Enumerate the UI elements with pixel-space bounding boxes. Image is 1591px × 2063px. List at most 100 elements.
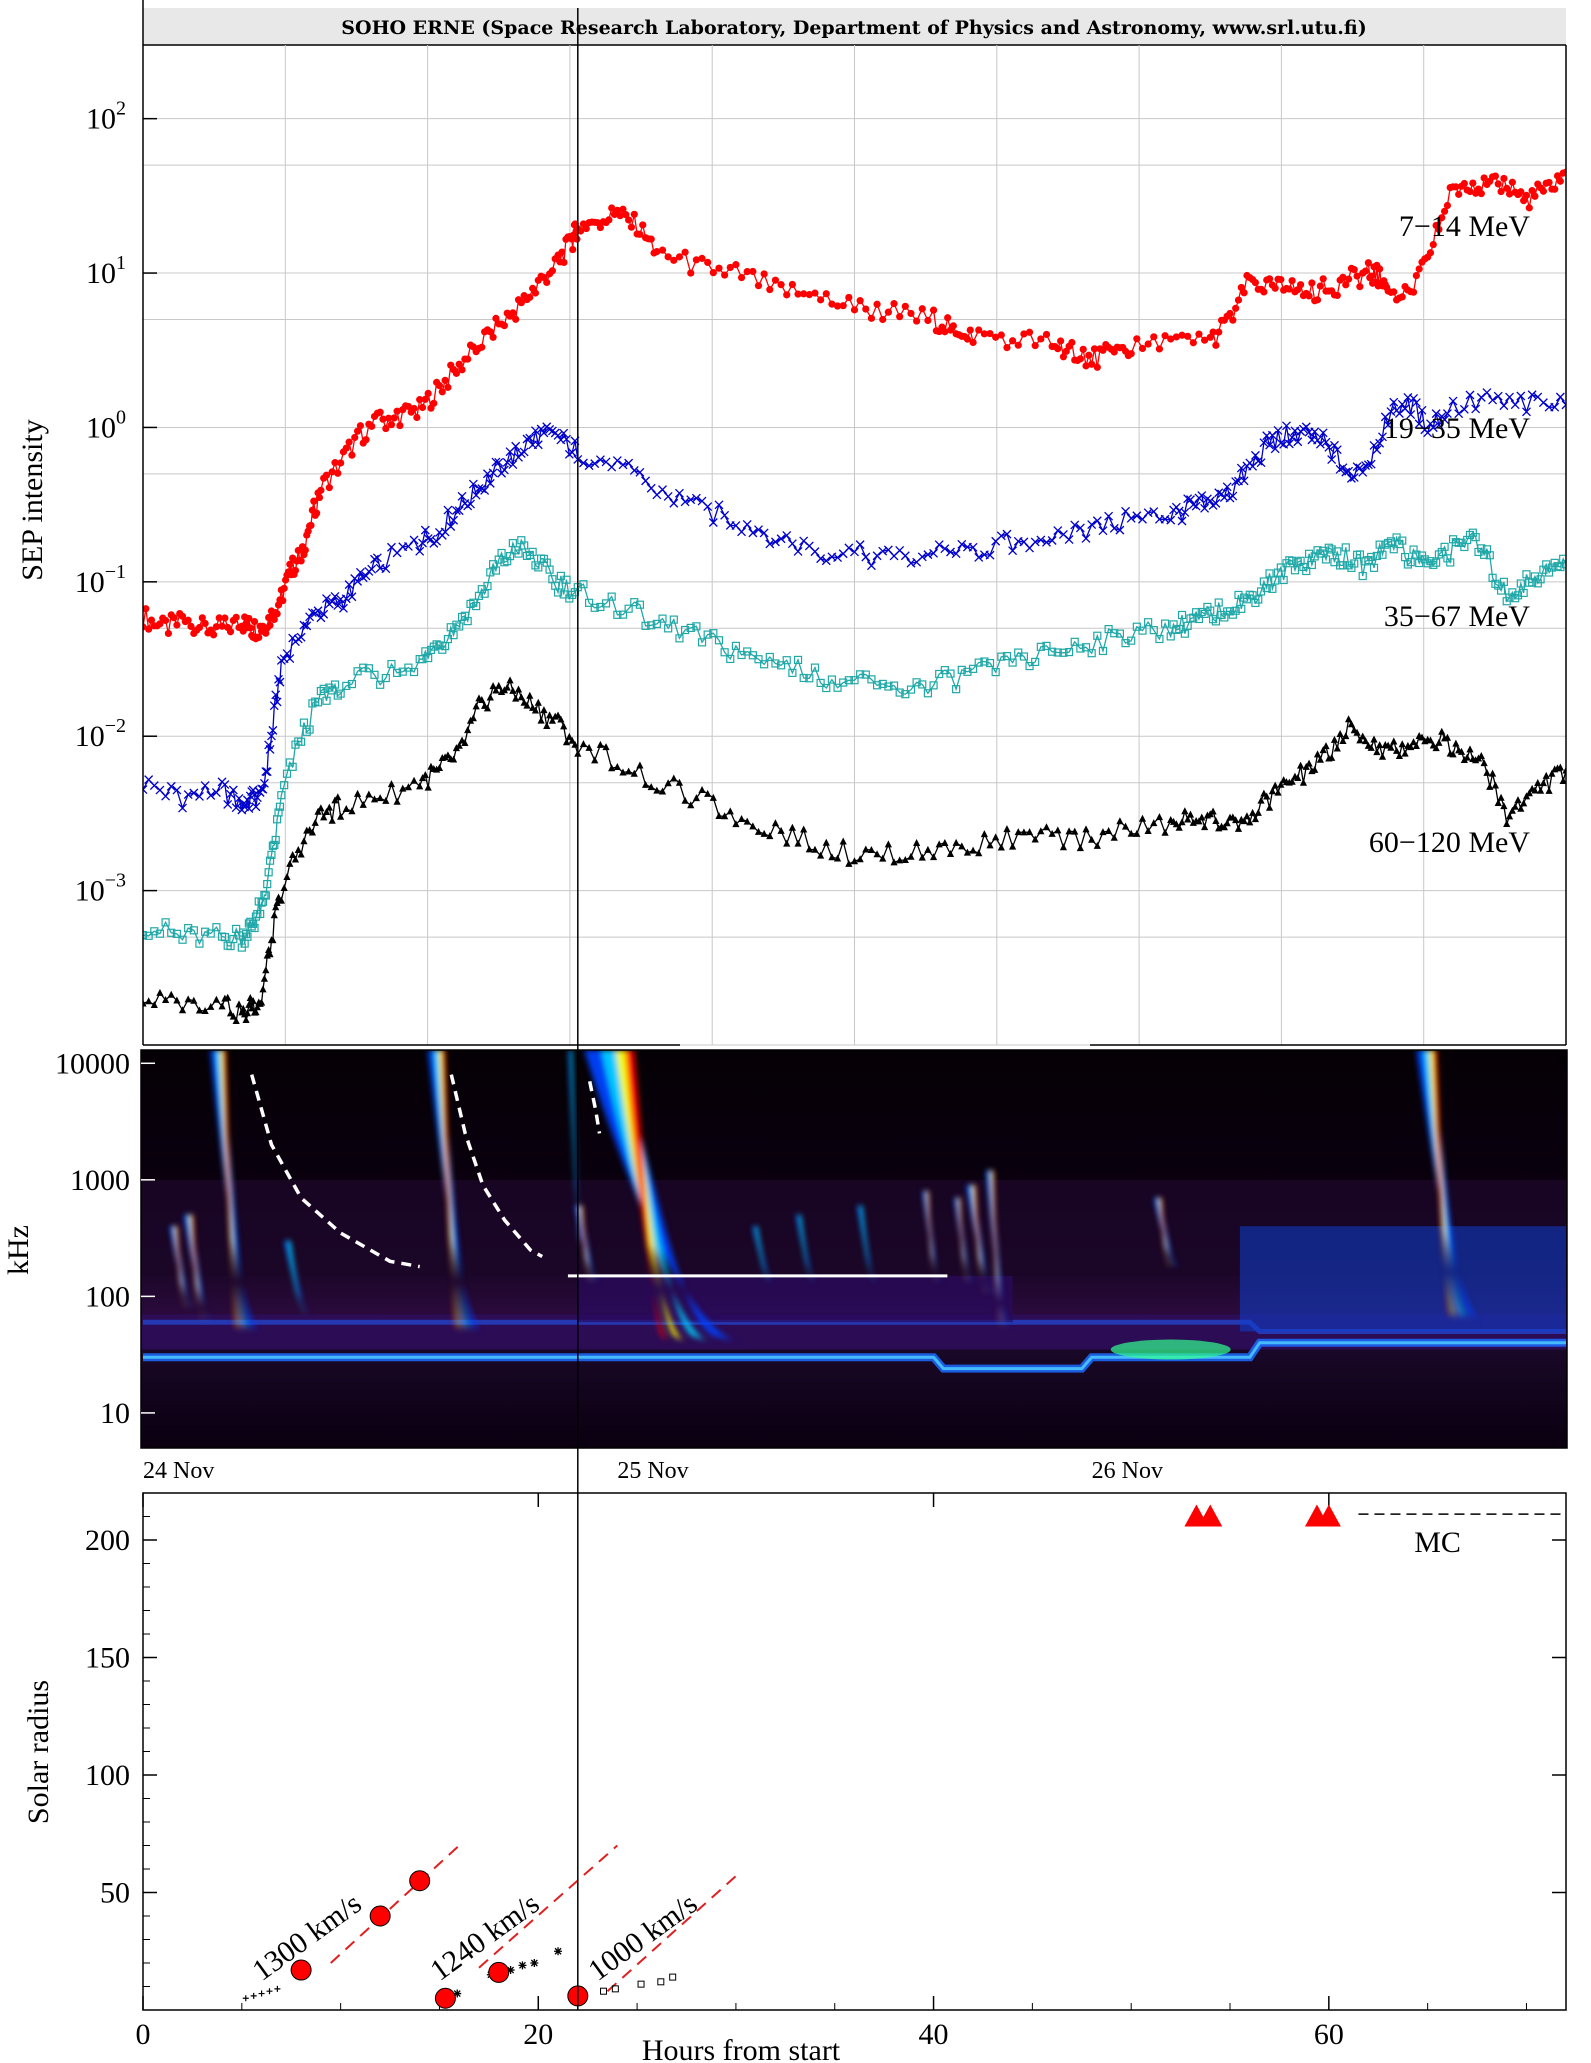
data-point: [317, 486, 325, 494]
square-marker: [611, 1985, 619, 1993]
data-point: [1294, 773, 1302, 781]
data-point: [322, 471, 331, 479]
data-point: [1307, 560, 1316, 570]
data-point: [731, 641, 741, 651]
plus-marker: [266, 1988, 273, 1995]
data-point: [1319, 746, 1327, 754]
data-point: [254, 897, 263, 906]
data-point: [1042, 330, 1051, 339]
data-point: [1522, 191, 1531, 199]
data-point: [269, 936, 277, 944]
data-point: [248, 1004, 256, 1012]
data-point: [305, 612, 315, 622]
data-point: [1353, 728, 1361, 736]
data-point: [884, 308, 892, 316]
data-point: [460, 611, 469, 620]
data-point: [296, 632, 306, 642]
data-point: [280, 584, 288, 592]
data-point: [816, 554, 826, 564]
data-point: [525, 433, 535, 443]
data-point: [675, 778, 684, 786]
data-point: [314, 807, 322, 815]
data-point: [1313, 435, 1322, 445]
data-point: [1556, 177, 1564, 185]
data-point: [413, 413, 421, 422]
data-point: [252, 793, 262, 803]
data-point: [189, 788, 199, 798]
data-point: [311, 818, 319, 826]
data-point: [963, 335, 972, 343]
data-point: [737, 527, 747, 537]
data-point: [1220, 823, 1228, 831]
data-point: [483, 704, 492, 712]
data-point: [307, 608, 317, 617]
data-point: [201, 619, 209, 628]
data-point: [1499, 577, 1508, 586]
data-point: [288, 762, 297, 771]
data-point: [929, 853, 938, 861]
data-point: [811, 289, 819, 297]
data-point: [1070, 637, 1079, 646]
data-point: [1195, 330, 1203, 338]
data-point: [1349, 472, 1359, 482]
data-point: [997, 331, 1005, 339]
data-point: [265, 856, 275, 865]
data-point: [385, 414, 393, 422]
data-point: [195, 1006, 204, 1014]
data-point: [949, 322, 957, 330]
data-point: [239, 1004, 247, 1012]
data-point: [1401, 749, 1409, 757]
data-point: [492, 686, 500, 694]
data-point: [1559, 777, 1566, 785]
data-point: [361, 571, 371, 581]
data-point: [1150, 819, 1158, 827]
data-point: [259, 985, 267, 993]
data-point: [1138, 626, 1147, 635]
series-label: 35−67 MeV: [1384, 600, 1530, 633]
data-point: [1409, 288, 1418, 296]
data-point: [788, 823, 796, 831]
data-point: [929, 306, 938, 314]
data-point: [166, 781, 176, 791]
data-point: [1209, 807, 1217, 815]
burst-layer: [859, 1205, 874, 1282]
data-point: [376, 408, 384, 416]
data-point: [221, 614, 229, 622]
cme-height-point: [434, 1987, 456, 2009]
data-point: [1059, 843, 1068, 851]
data-point: [1517, 804, 1525, 812]
data-point: [653, 248, 661, 256]
data-point: [297, 737, 306, 746]
y-tick-label: 102: [86, 98, 126, 136]
data-point: [1195, 817, 1203, 825]
data-point: [362, 436, 370, 444]
data-point: [1339, 273, 1347, 281]
square-marker: [669, 1973, 677, 1981]
data-point: [641, 476, 651, 486]
data-point: [1477, 752, 1485, 760]
data-point: [226, 628, 235, 636]
data-point: [1364, 259, 1372, 267]
data-point: [505, 552, 515, 561]
data-point: [517, 693, 525, 701]
data-point: [489, 560, 498, 569]
data-point: [1553, 562, 1562, 571]
data-point: [328, 686, 337, 695]
banner-title: SOHO ERNE (Space Research Laboratory, De…: [341, 17, 1366, 39]
data-point: [1442, 409, 1452, 419]
data-point: [963, 848, 972, 856]
data-point: [1367, 743, 1375, 751]
data-point: [1435, 225, 1443, 234]
data-point: [509, 686, 517, 694]
data-point: [1019, 652, 1029, 661]
data-point: [1149, 626, 1158, 635]
data-point: [1093, 363, 1101, 371]
data-point: [426, 534, 436, 544]
data-point: [822, 838, 830, 846]
data-point: [145, 997, 153, 1005]
data-point: [866, 561, 876, 571]
data-point: [1259, 438, 1269, 448]
data-point: [1536, 786, 1545, 794]
data-point: [557, 715, 565, 723]
data-point: [1538, 398, 1548, 408]
